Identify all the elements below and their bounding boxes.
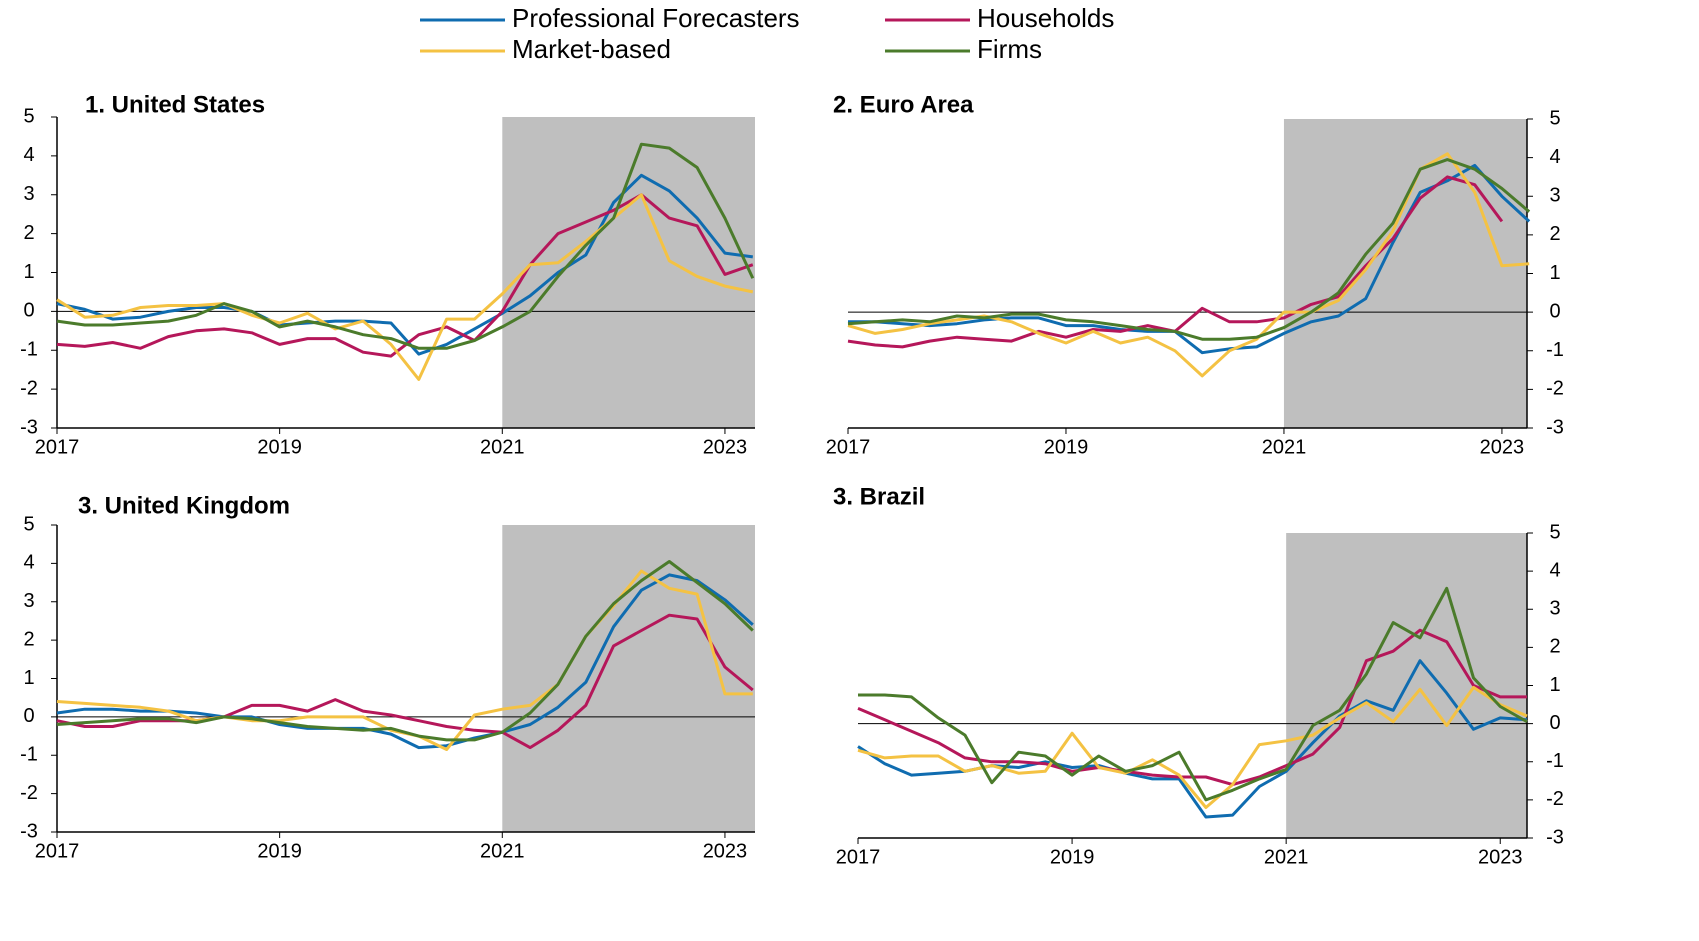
series-line (56, 142, 755, 350)
series-line (56, 560, 754, 742)
y-tick-label: 0 (23, 300, 34, 322)
shaded-period (502, 117, 755, 428)
y-tick-label: -1 (1546, 750, 1564, 772)
x-tick-label: 2019 (257, 436, 302, 458)
x-tick-label: 2023 (703, 840, 748, 862)
y-tick-label: 1 (1549, 262, 1560, 284)
y-tick-label: 3 (23, 590, 34, 612)
legend-label: Professional Forecasters (512, 3, 800, 33)
series-line (857, 685, 1528, 809)
legend-label: Firms (977, 34, 1042, 64)
y-tick-label: -2 (1546, 788, 1564, 810)
series-line (858, 586, 1528, 802)
x-tick-label: 2023 (703, 436, 748, 458)
shaded-period (1283, 119, 1527, 428)
y-tick-label: -3 (20, 416, 38, 438)
x-tick-label: 2021 (480, 840, 525, 862)
panel-title: 2. Euro Area (833, 91, 974, 118)
series-line (847, 158, 1531, 341)
y-tick-label: 1 (1549, 674, 1560, 696)
y-tick-label: 3 (1549, 185, 1560, 207)
panel-title: 3. United Kingdom (78, 492, 290, 519)
x-tick-label: 2017 (826, 436, 871, 458)
y-tick-label: 5 (1549, 521, 1560, 543)
shaded-period (502, 525, 755, 832)
y-tick-label: -1 (1546, 339, 1564, 361)
y-tick-label: -2 (20, 377, 38, 399)
series-line (848, 163, 1531, 355)
x-tick-label: 2021 (480, 436, 525, 458)
y-tick-label: 2 (23, 628, 34, 650)
y-tick-label: -2 (1546, 378, 1564, 400)
x-tick-label: 2019 (1050, 846, 1095, 868)
y-tick-label: 0 (1549, 712, 1560, 734)
y-tick-label: 4 (1549, 146, 1560, 168)
y-tick-label: 3 (1549, 598, 1560, 620)
y-tick-label: -1 (20, 744, 38, 766)
series-line (56, 173, 754, 356)
x-tick-label: 2019 (257, 840, 302, 862)
y-tick-label: 1 (23, 261, 34, 283)
y-tick-label: -3 (1546, 416, 1564, 438)
y-tick-label: -2 (20, 782, 38, 804)
y-tick-label: 5 (1549, 107, 1560, 129)
y-tick-label: -3 (20, 820, 38, 842)
y-tick-label: 2 (1549, 636, 1560, 658)
y-tick-label: 5 (23, 513, 34, 535)
y-tick-label: 0 (1549, 300, 1560, 322)
x-tick-label: 2023 (1478, 846, 1523, 868)
y-tick-label: 3 (23, 183, 34, 205)
x-tick-label: 2023 (1480, 436, 1525, 458)
y-tick-label: 5 (23, 105, 34, 127)
legend-label: Households (977, 3, 1114, 33)
series-line (56, 193, 754, 381)
x-tick-label: 2017 (35, 840, 80, 862)
y-tick-label: 0 (23, 705, 34, 727)
y-tick-label: 4 (1549, 559, 1560, 581)
panel-title: 3. Brazil (833, 483, 925, 510)
x-tick-label: 2017 (836, 846, 881, 868)
x-tick-label: 2021 (1264, 846, 1309, 868)
panel-title: 1. United States (85, 91, 265, 118)
y-tick-label: 2 (1549, 223, 1560, 245)
y-tick-label: -3 (1546, 826, 1564, 848)
x-tick-label: 2021 (1262, 436, 1307, 458)
legend-label: Market-based (512, 34, 671, 64)
x-tick-label: 2019 (1044, 436, 1089, 458)
y-tick-label: 4 (23, 144, 34, 166)
y-tick-label: -1 (20, 339, 38, 361)
y-tick-label: 4 (23, 552, 34, 574)
y-tick-label: 2 (23, 222, 34, 244)
x-tick-label: 2017 (35, 436, 80, 458)
y-tick-label: 1 (23, 667, 34, 689)
